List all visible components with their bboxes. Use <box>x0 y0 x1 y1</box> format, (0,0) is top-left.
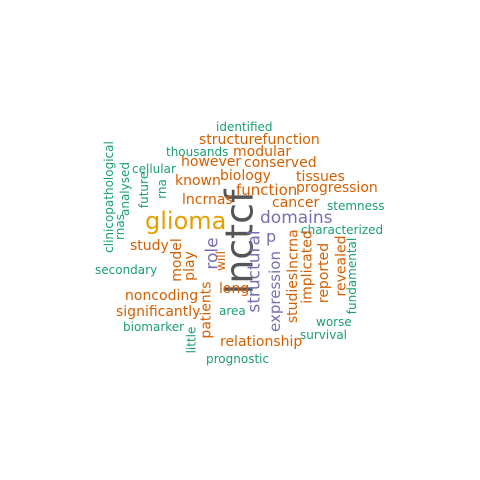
word-secondary: secondary <box>95 263 158 277</box>
word-structural: structural <box>244 230 265 313</box>
word-biology: biology <box>220 168 271 184</box>
word-conserved: conserved <box>244 155 317 171</box>
word-survival: survival <box>300 328 348 342</box>
word-thousands: thousands <box>166 145 229 159</box>
word-relationship: relationship <box>220 334 303 350</box>
word-p: p <box>266 227 277 246</box>
word-analysed: analysed <box>118 162 132 216</box>
word-area: area <box>219 304 246 318</box>
word-will: will <box>213 251 228 271</box>
word-implicated: implicated <box>299 230 316 304</box>
word-domains: domains <box>260 208 333 228</box>
word-cellular: cellular <box>132 162 176 176</box>
word-cancer: cancer <box>272 195 320 211</box>
word-play: play <box>181 251 198 281</box>
word-prognostic: prognostic <box>206 352 270 366</box>
word-future: future <box>137 171 152 209</box>
word-known: known <box>175 173 221 189</box>
word-tissues: tissues <box>296 169 345 185</box>
word-lncrna: lncrna <box>285 229 302 273</box>
word-reported: reported <box>316 242 333 304</box>
word-significantly: significantly <box>116 304 201 320</box>
word-rna: rna <box>154 179 169 199</box>
word-glioma: glioma <box>145 207 227 235</box>
word-structurefunction: structurefunction <box>199 132 320 148</box>
word-patients: patients <box>198 281 215 339</box>
word-lncrnas: lncrnas <box>182 192 233 208</box>
word-long: long <box>219 281 250 297</box>
word-fundamental: fundamental <box>345 237 360 315</box>
word-function: function <box>236 181 298 199</box>
word-worse: worse <box>316 315 352 329</box>
word-stemness: stemness <box>327 199 385 213</box>
word-expression: expression <box>265 251 284 332</box>
word-noncoding: noncoding <box>125 288 199 304</box>
word-study: study <box>130 238 169 254</box>
word-progression: progression <box>296 180 378 196</box>
word-rnas: rnas <box>112 214 127 240</box>
word-little: little <box>184 326 199 354</box>
word-identified: identified <box>216 120 273 134</box>
word-modular: modular <box>233 144 292 160</box>
word-biomarker: biomarker <box>123 320 185 334</box>
word-however: however <box>181 154 242 170</box>
word-characterized: characterized <box>301 223 384 237</box>
word-studies: studies <box>285 272 302 324</box>
